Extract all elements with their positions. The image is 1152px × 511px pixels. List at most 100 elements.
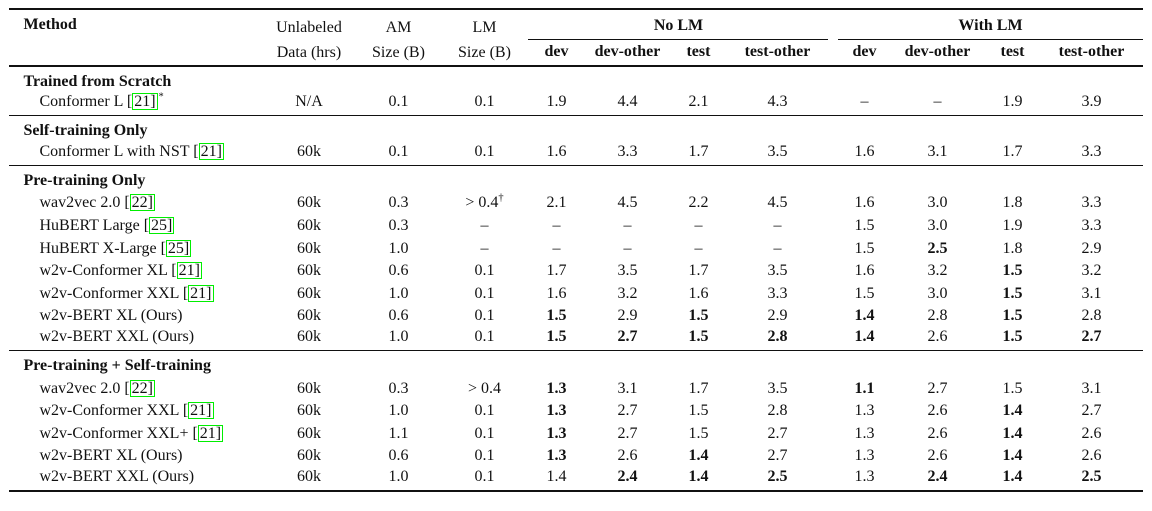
value-cell: 3.5	[767, 262, 788, 280]
value-cell: 2.9	[767, 307, 788, 325]
header-row-subcolumns: dev dev-other test test-other dev dev-ot…	[9, 39, 1143, 67]
value-cell: 60k	[296, 239, 321, 257]
value-cell: 2.8	[767, 327, 788, 345]
value-cell: 1.7	[1002, 142, 1023, 160]
value-cell: 1.3	[546, 424, 567, 442]
value-cell: –	[623, 217, 632, 235]
value-cell: 3.1	[1081, 284, 1102, 302]
method-cell: HuBERT Large [25]	[39, 217, 175, 235]
value-cell: 60k	[296, 262, 321, 280]
value-cell: 0.3	[388, 379, 409, 397]
method-cell: w2v-Conformer XXL [21]	[39, 284, 214, 302]
data-row: Conformer L with NST [21] 60k 0.1 0.1 1.6 3.3…	[9, 142, 1142, 166]
value-cell: –	[694, 239, 703, 257]
value-cell: –	[623, 239, 632, 257]
method-cell: HuBERT X-Large [25]	[39, 239, 192, 257]
method-cell: w2v-BERT XL (Ours)	[39, 447, 183, 465]
value-cell: 0.1	[474, 402, 495, 420]
data-row: wav2vec 2.0 [22] 60k 0.3 > 0.4† 2.1 4.5 2.2 4.5…	[9, 192, 1142, 215]
section-header-row: Pre-training + Self-training	[9, 349, 1143, 378]
value-cell: 2.9	[617, 307, 638, 325]
value-cell: 1.5	[688, 327, 709, 345]
value-cell: 60k	[296, 217, 321, 235]
value-cell: 2.7	[617, 327, 638, 345]
citation-link[interactable]: 22]	[129, 194, 155, 212]
value-cell: –	[933, 93, 942, 111]
value-cell: 2.1	[546, 194, 567, 212]
citation-link[interactable]: 22]	[129, 379, 155, 397]
value-cell: 1.3	[854, 467, 875, 485]
column-gap	[828, 423, 838, 446]
value-cell: 3.0	[927, 217, 948, 235]
citation-link[interactable]: 21]	[188, 402, 214, 420]
value-cell: 1.9	[1002, 217, 1023, 235]
col-header-withlm-dev: dev	[838, 39, 891, 67]
value-cell: 1.5	[1002, 327, 1023, 345]
value-cell: 60k	[296, 447, 321, 465]
value-cell: –	[694, 217, 703, 235]
column-gap	[828, 9, 839, 67]
value-cell: 1.3	[854, 424, 875, 442]
value-cell: 60k	[296, 379, 321, 397]
value-cell: 1.5	[546, 327, 567, 345]
value-cell: 60k	[296, 284, 321, 302]
footnote-marker: †	[498, 193, 504, 205]
table-body: Trained from Scratch Conformer L [21] * N/A…	[9, 66, 1143, 491]
method-cell: wav2vec 2.0 [22]	[39, 194, 155, 212]
value-cell: 0.1	[474, 142, 495, 160]
value-cell: 0.1	[474, 307, 495, 325]
value-cell: 1.5	[1002, 284, 1023, 302]
value-cell: 1.5	[1002, 307, 1023, 325]
value-cell: 2.5	[1081, 467, 1102, 485]
citation-link[interactable]: 21]	[198, 142, 224, 160]
value-cell: 0.3	[388, 194, 409, 212]
section-header-row: Pre-training Only	[9, 164, 1143, 193]
col-header-nolm-dev-other: dev-other	[584, 39, 671, 67]
value-cell: 60k	[296, 402, 321, 420]
value-cell: 0.1	[388, 93, 409, 111]
value-cell: 1.4	[854, 307, 875, 325]
value-cell: 2.6	[1081, 424, 1102, 442]
column-gap	[828, 260, 838, 283]
citation-link[interactable]: 21]	[176, 262, 202, 280]
value-cell: 3.2	[1081, 262, 1102, 280]
value-cell: 0.6	[388, 447, 409, 465]
value-cell: 1.5	[854, 217, 875, 235]
value-cell: 2.6	[1081, 447, 1102, 465]
column-gap	[828, 283, 838, 306]
citation-link[interactable]: 25]	[165, 239, 192, 257]
value-cell: 1.0	[388, 284, 409, 302]
value-cell: 2.7	[767, 424, 788, 442]
data-row: w2v-Conformer XXL [21] 60k 1.0 0.1 1.3 2.7 1.5…	[9, 400, 1142, 423]
citation-link[interactable]: 21]	[132, 93, 158, 111]
value-cell: 1.5	[688, 307, 709, 325]
value-cell: 1.3	[546, 402, 567, 420]
col-group-with-lm: With LM	[838, 9, 1143, 40]
value-cell: 1.4	[1002, 467, 1023, 485]
value-cell: 0.1	[474, 262, 495, 280]
value-cell: 3.2	[927, 262, 948, 280]
value-cell: 3.0	[927, 194, 948, 212]
value-cell: 3.9	[1081, 93, 1102, 111]
value-cell: 1.5	[854, 239, 875, 257]
value-cell: 60k	[296, 424, 321, 442]
value-cell: 0.3	[388, 217, 409, 235]
section-label: Trained from Scratch	[23, 73, 172, 90]
value-cell: 2.1	[688, 93, 709, 111]
citation-link[interactable]: 21]	[188, 284, 214, 302]
column-gap	[828, 445, 838, 468]
value-cell: 1.3	[854, 447, 875, 465]
col-header-withlm-test-other: test-other	[1040, 39, 1143, 67]
citation-link[interactable]: 21]	[197, 424, 224, 442]
value-cell: 2.6	[927, 402, 948, 420]
value-cell: 1.4	[1002, 402, 1023, 420]
footnote-marker: *	[158, 91, 164, 103]
value-cell: 3.0	[927, 284, 948, 302]
value-cell: 1.4	[688, 467, 709, 485]
value-cell: –	[552, 239, 561, 257]
value-cell: 2.6	[927, 447, 948, 465]
value-cell: 2.8	[767, 402, 788, 420]
citation-link[interactable]: 25]	[149, 217, 175, 235]
value-cell: 3.5	[767, 142, 788, 160]
data-row: w2v-Conformer XL [21] 60k 0.6 0.1 1.7 3.5 1.7 3…	[9, 260, 1142, 283]
